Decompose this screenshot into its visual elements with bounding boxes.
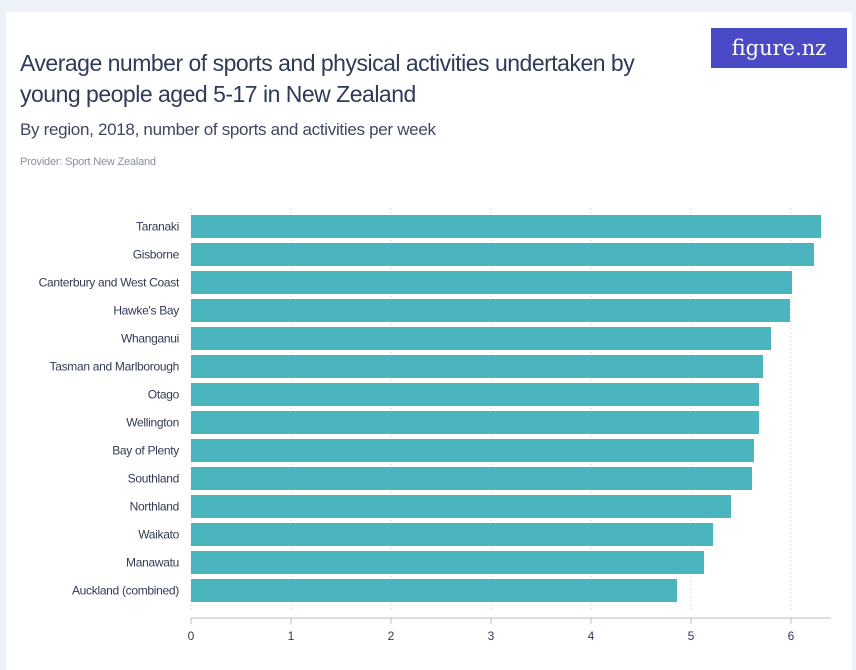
bar-6 <box>191 383 759 406</box>
category-label: Waikato <box>138 528 179 542</box>
bar-11 <box>191 523 713 546</box>
x-tick-label: 4 <box>588 629 595 643</box>
bar-5 <box>191 355 763 378</box>
category-label: Manawatu <box>126 556 179 570</box>
category-label: Canterbury and West Coast <box>39 276 180 290</box>
bar-3 <box>191 299 790 322</box>
category-label: Wellington <box>126 416 179 430</box>
category-label: Hawke's Bay <box>113 304 179 318</box>
bar-2 <box>191 271 792 294</box>
category-label: Bay of Plenty <box>112 444 179 458</box>
x-tick-label: 3 <box>488 629 495 643</box>
category-label: Gisborne <box>133 248 180 262</box>
x-tick-label: 0 <box>188 629 195 643</box>
bar-13 <box>191 579 677 602</box>
x-tick-label: 6 <box>788 629 795 643</box>
bar-0 <box>191 215 821 238</box>
chart-title: Average number of sports and physical ac… <box>20 50 635 107</box>
bar-12 <box>191 551 704 574</box>
category-label: Southland <box>128 472 179 486</box>
bar-chart: Taranaki Gisborne Canterbury and West Coas… <box>39 208 831 643</box>
category-label: Northland <box>130 500 179 514</box>
bar-4 <box>191 327 771 350</box>
category-label: Auckland (combined) <box>72 584 179 598</box>
figure-nz-logo[interactable]: figure.nz <box>711 28 847 68</box>
bar-1 <box>191 243 814 266</box>
chart-card: Average number of sports and physical ac… <box>6 12 852 670</box>
category-label: Whanganui <box>121 332 179 346</box>
chart-subtitle: By region, 2018, number of sports and ac… <box>20 120 436 139</box>
bar-8 <box>191 439 754 462</box>
bar-9 <box>191 467 752 490</box>
category-label: Otago <box>148 388 180 402</box>
category-label: Taranaki <box>136 220 179 234</box>
provider-note: Provider: Sport New Zealand <box>20 156 156 168</box>
x-tick-label: 2 <box>388 629 395 643</box>
x-tick-label: 5 <box>688 629 695 643</box>
bar-7 <box>191 411 759 434</box>
category-label: Tasman and Marlborough <box>50 360 179 374</box>
x-tick-label: 1 <box>288 629 295 643</box>
bar-10 <box>191 495 731 518</box>
